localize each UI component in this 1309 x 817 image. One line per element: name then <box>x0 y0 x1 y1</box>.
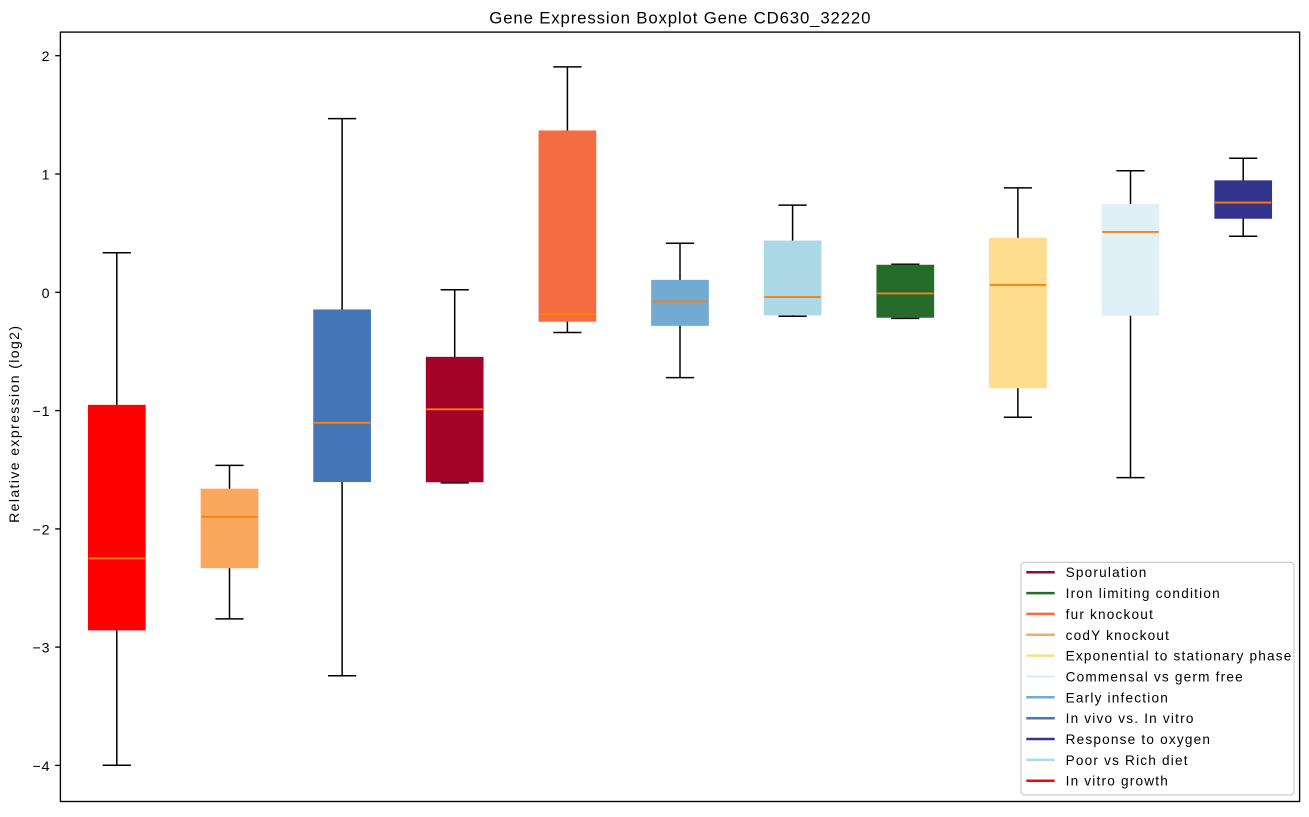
svg-text:Exponential to stationary phas: Exponential to stationary phase <box>1066 649 1293 664</box>
svg-text:In vivo vs. In vitro: In vivo vs. In vitro <box>1066 711 1195 726</box>
svg-text:In vitro growth: In vitro growth <box>1066 774 1169 789</box>
svg-text:Response to oxygen: Response to oxygen <box>1066 732 1212 747</box>
svg-text:0: 0 <box>42 286 51 302</box>
svg-text:Early infection: Early infection <box>1066 690 1169 705</box>
svg-text:2: 2 <box>42 49 51 65</box>
svg-text:Sporulation: Sporulation <box>1066 565 1148 580</box>
svg-text:1: 1 <box>42 168 51 184</box>
svg-text:Commensal vs germ free: Commensal vs germ free <box>1066 670 1244 685</box>
svg-text:−2: −2 <box>33 522 51 538</box>
svg-text:−1: −1 <box>33 404 51 420</box>
svg-text:−4: −4 <box>33 759 51 775</box>
svg-text:Poor vs Rich diet: Poor vs Rich diet <box>1066 753 1189 768</box>
svg-text:Gene Expression Boxplot Gene C: Gene Expression Boxplot Gene CD630_32220 <box>489 9 871 28</box>
svg-text:Relative expression (log2): Relative expression (log2) <box>6 325 22 523</box>
svg-text:Iron limiting condition: Iron limiting condition <box>1066 586 1221 601</box>
svg-text:−3: −3 <box>33 641 51 657</box>
svg-text:codY knockout: codY knockout <box>1066 628 1171 643</box>
svg-text:fur knockout: fur knockout <box>1066 607 1154 622</box>
